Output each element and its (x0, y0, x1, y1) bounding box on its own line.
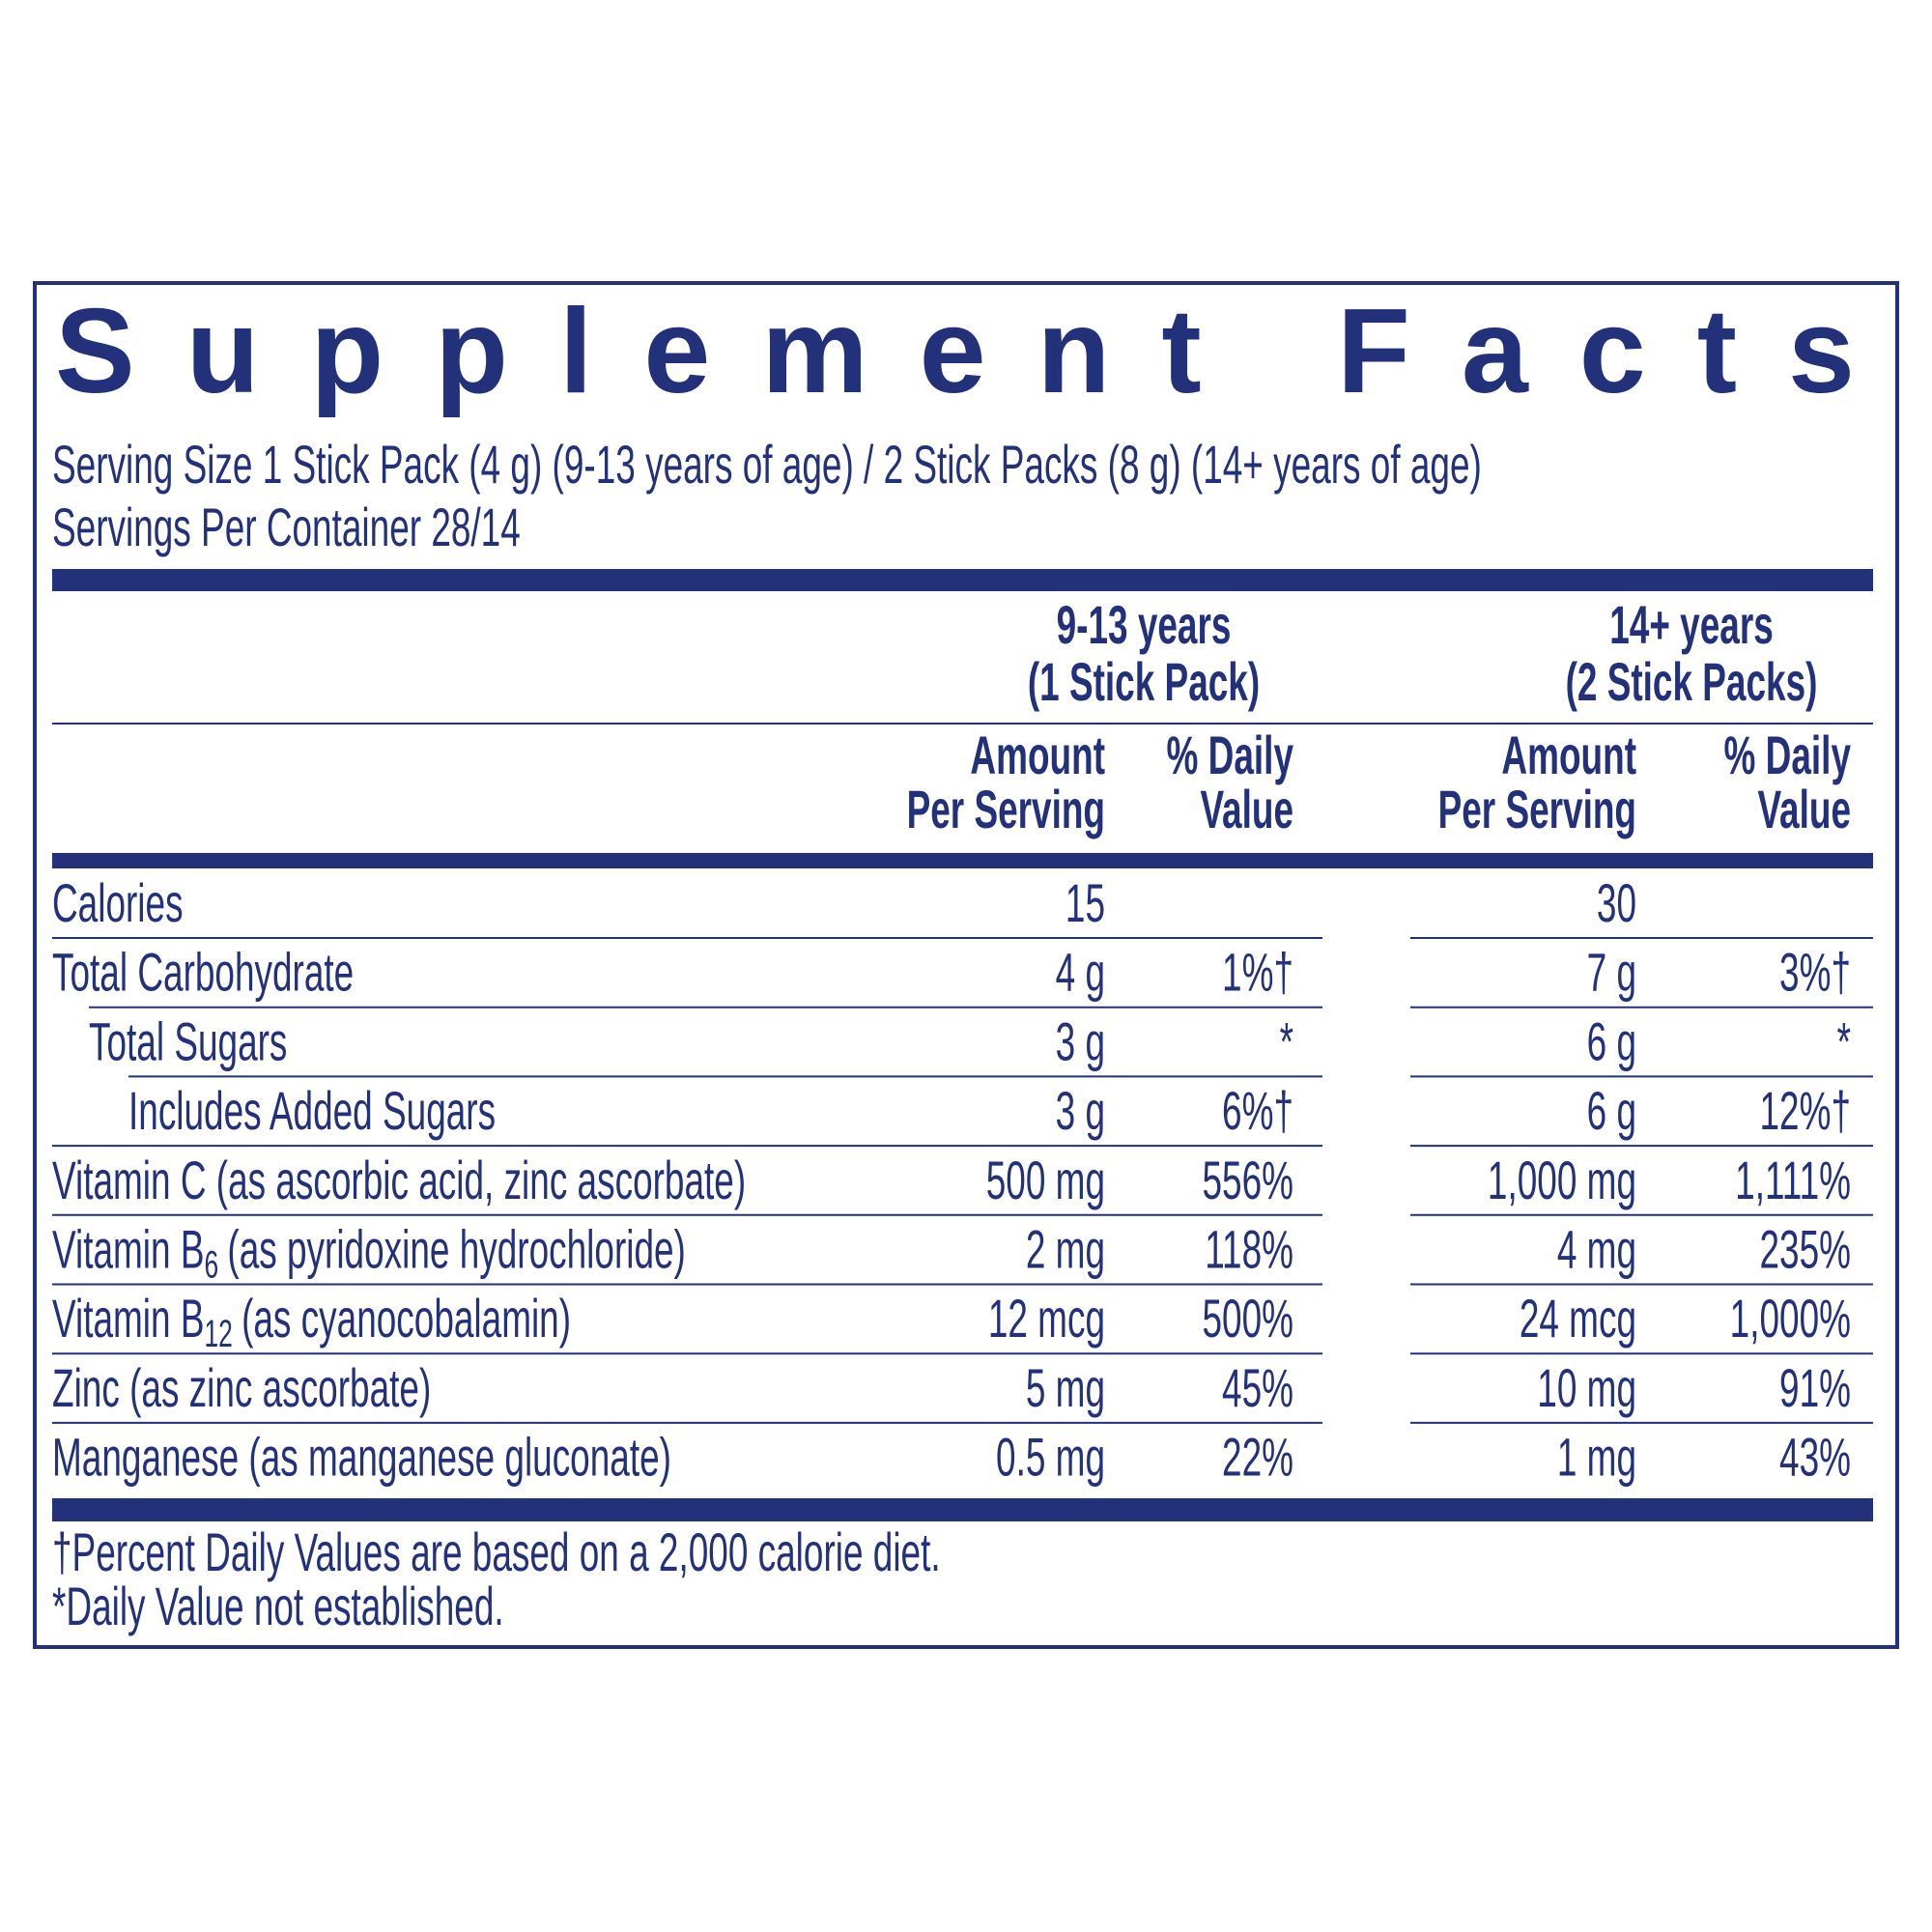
cell: * (1280, 1012, 1293, 1073)
column-heading: % Daily (1167, 725, 1294, 786)
footnote: *Daily Value not established. (52, 1577, 504, 1637)
group-heading: 14+ years (1609, 595, 1774, 656)
label-border (33, 281, 1899, 1649)
cell: 30 (1597, 873, 1636, 934)
row-label: Includes Added Sugars (128, 1082, 496, 1143)
label-subscript: 6 (204, 1243, 218, 1287)
label-text: Vitamin B (52, 1290, 204, 1350)
thick-rule (52, 1498, 1873, 1521)
row-label: Calories (52, 873, 184, 934)
cell: 0.5 mg (996, 1428, 1105, 1489)
cell: * (1837, 1012, 1851, 1073)
cell: 6%† (1222, 1082, 1293, 1143)
thick-rule (52, 569, 1873, 591)
cell: 91% (1779, 1358, 1851, 1419)
cell: 5 mg (1026, 1358, 1105, 1419)
cell: 1,111% (1735, 1151, 1851, 1211)
group-heading: 9-13 years (1057, 595, 1232, 656)
row-label: Vitamin C (as ascorbic acid, zinc ascorb… (52, 1151, 746, 1211)
cell: 1 mg (1557, 1428, 1636, 1489)
cell: 556% (1202, 1151, 1293, 1211)
group-heading: (2 Stick Packs) (1566, 652, 1818, 713)
row-label: Zinc (as zinc ascorbate) (52, 1358, 431, 1419)
cell: 4 mg (1557, 1220, 1636, 1281)
label-desc: (as pyridoxine hydrochloride) (227, 1220, 685, 1281)
label-subscript: 12 (204, 1313, 232, 1356)
column-heading: Value (1200, 780, 1293, 840)
cell: 235% (1759, 1220, 1851, 1281)
cell: 1%† (1222, 943, 1293, 1004)
label-desc: (as cyanocobalamin) (242, 1290, 571, 1350)
cell: 4 g (1056, 943, 1105, 1004)
cell: 43% (1779, 1428, 1851, 1489)
cell: 6 g (1587, 1082, 1636, 1143)
cell: 500 mg (986, 1151, 1105, 1211)
row-label: Vitamin B12 (as cyanocobalamin) (52, 1290, 571, 1356)
cell: 22% (1222, 1428, 1293, 1489)
thick-rule (52, 853, 1873, 868)
column-heading: Per Serving (1438, 780, 1636, 840)
cell: 500% (1202, 1290, 1293, 1350)
cell: 24 mcg (1520, 1290, 1636, 1350)
servings-per-container: Servings Per Container 28/14 (52, 497, 521, 558)
cell: 12%† (1759, 1082, 1851, 1143)
label-text: Vitamin B (52, 1220, 204, 1281)
cell: 3 g (1056, 1012, 1105, 1073)
cell: 12 mcg (988, 1290, 1105, 1350)
cell: 45% (1222, 1358, 1293, 1419)
column-heading: Value (1757, 780, 1851, 840)
row-label: Total Carbohydrate (52, 943, 354, 1004)
cell: 3%† (1779, 943, 1851, 1004)
cell: 15 (1065, 873, 1105, 934)
cell: 2 mg (1026, 1220, 1105, 1281)
cell: 7 g (1587, 943, 1636, 1004)
group-heading: (1 Stick Pack) (1028, 652, 1260, 713)
column-heading: Amount (1501, 725, 1636, 786)
footnote: †Percent Daily Values are based on a 2,0… (52, 1522, 941, 1583)
title: Supplement Facts (55, 285, 1855, 418)
cell: 1,000% (1730, 1290, 1851, 1350)
cell: 118% (1205, 1220, 1293, 1281)
column-heading: Per Serving (907, 780, 1105, 840)
column-heading: Amount (970, 725, 1105, 786)
row-label: Total Sugars (89, 1012, 287, 1073)
cell: 3 g (1056, 1082, 1105, 1143)
row-label: Manganese (as manganese gluconate) (52, 1428, 671, 1489)
row-label: Vitamin B6 (as pyridoxine hydrochloride) (52, 1220, 686, 1287)
cell: 6 g (1587, 1012, 1636, 1073)
column-heading: % Daily (1724, 725, 1852, 786)
serving-size: Serving Size 1 Stick Pack (4 g) (9-13 ye… (52, 435, 1482, 496)
cell: 1,000 mg (1488, 1151, 1636, 1211)
cell: 10 mg (1537, 1358, 1636, 1419)
